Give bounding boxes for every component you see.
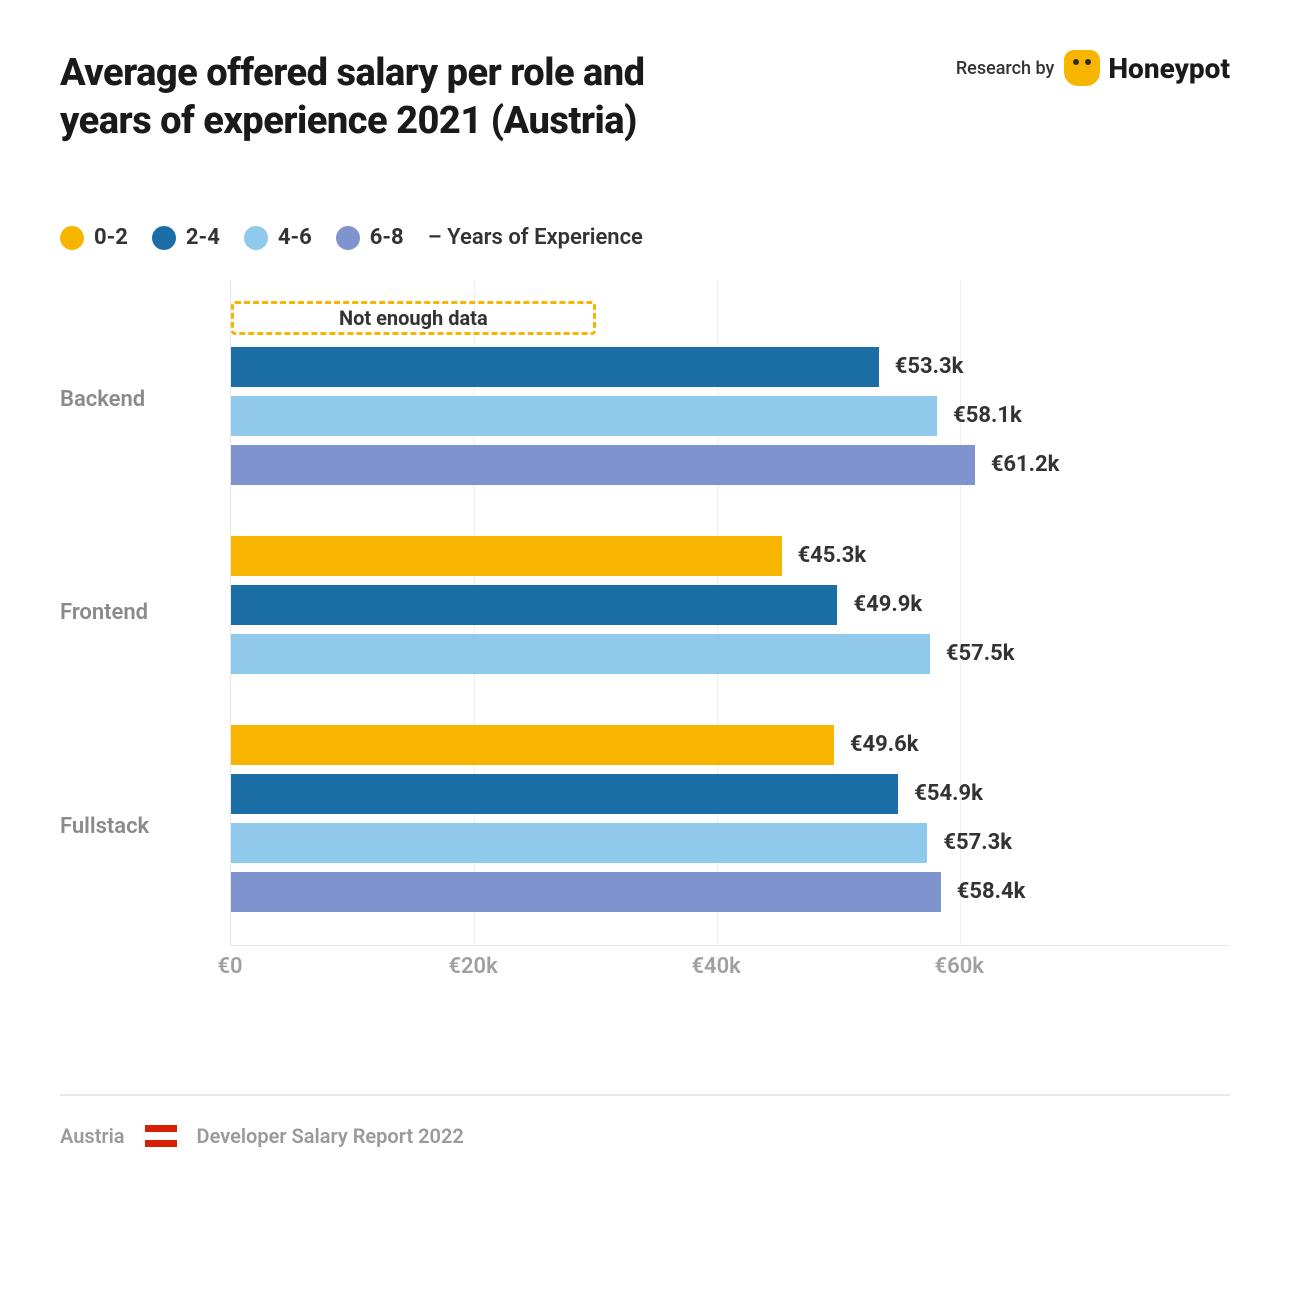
x-tick-label: €20k <box>448 954 497 979</box>
bar-group: €45.3k €49.9k €57.5k <box>231 518 1230 707</box>
bar <box>231 585 837 625</box>
bar-row: €53.3k <box>231 343 1230 390</box>
bar <box>231 872 941 912</box>
attribution: Research by Honeypot <box>956 50 1230 86</box>
legend-swatch <box>152 226 176 250</box>
bar-value-label: €49.9k <box>853 592 922 617</box>
y-axis-labels: BackendFrontendFullstack <box>60 280 230 946</box>
plot-area: Not enough data€53.3k€58.1k€61.2k€45.3k€… <box>230 280 1230 946</box>
brand-name: Honeypot <box>1108 52 1230 85</box>
legend: 0-2 2-4 4-6 6-8 – Years of Experience <box>60 225 1230 250</box>
legend-label: 6-8 <box>370 225 404 250</box>
attribution-prefix: Research by <box>956 58 1054 79</box>
bar-row: €49.6k <box>231 721 1230 768</box>
bar <box>231 396 937 436</box>
honeypot-icon <box>1064 50 1100 86</box>
legend-item: 4-6 <box>244 225 312 250</box>
legend-swatch <box>244 226 268 250</box>
bar <box>231 347 879 387</box>
bar-row: €57.5k <box>231 630 1230 677</box>
legend-label: 4-6 <box>278 225 312 250</box>
bar-row: Not enough data <box>231 294 1230 341</box>
bar-value-label: €58.1k <box>953 403 1022 428</box>
x-tick-label: €0 <box>217 954 242 979</box>
bar-row: €54.9k <box>231 770 1230 817</box>
x-tick-label: €40k <box>691 954 740 979</box>
bar <box>231 445 975 485</box>
chart-title: Average offered salary per role and year… <box>60 50 710 145</box>
bar-value-label: €53.3k <box>895 354 964 379</box>
chart: BackendFrontendFullstack Not enough data… <box>60 280 1230 946</box>
bar-group: €49.6k €54.9k €57.3k €58.4k <box>231 707 1230 945</box>
bar-row: €45.3k <box>231 532 1230 579</box>
bar-row: €58.4k <box>231 868 1230 915</box>
bar <box>231 725 834 765</box>
bar-group: Not enough data €53.3k €58.1k €61.2k <box>231 280 1230 518</box>
legend-item: 0-2 <box>60 225 128 250</box>
legend-item: 2-4 <box>152 225 220 250</box>
legend-label: 2-4 <box>186 225 220 250</box>
footer: Austria Developer Salary Report 2022 <box>60 1124 1230 1148</box>
category-label: Frontend <box>60 518 230 707</box>
bar-row: €49.9k <box>231 581 1230 628</box>
bar <box>231 774 898 814</box>
bar-value-label: €57.5k <box>946 641 1015 666</box>
bar <box>231 536 782 576</box>
no-data-placeholder: Not enough data <box>231 301 596 335</box>
bar-row: €57.3k <box>231 819 1230 866</box>
bar-value-label: €45.3k <box>798 543 867 568</box>
legend-swatch <box>336 226 360 250</box>
legend-swatch <box>60 226 84 250</box>
category-label: Backend <box>60 280 230 518</box>
bar-value-label: €54.9k <box>914 781 983 806</box>
bar-value-label: €61.2k <box>991 452 1060 477</box>
footer-separator <box>60 1094 1230 1096</box>
brand: Honeypot <box>1064 50 1230 86</box>
bar-row: €61.2k <box>231 441 1230 488</box>
austria-flag-icon <box>145 1125 177 1147</box>
legend-suffix: – Years of Experience <box>428 225 643 250</box>
x-tick-label: €60k <box>935 954 984 979</box>
legend-label: 0-2 <box>94 225 128 250</box>
bar-value-label: €57.3k <box>943 830 1012 855</box>
bar <box>231 634 930 674</box>
bar <box>231 823 927 863</box>
header: Average offered salary per role and year… <box>60 50 1230 145</box>
legend-item: 6-8 <box>336 225 404 250</box>
footer-report: Developer Salary Report 2022 <box>197 1124 464 1148</box>
category-label: Fullstack <box>60 707 230 945</box>
bar-value-label: €49.6k <box>850 732 919 757</box>
footer-country: Austria <box>60 1124 125 1148</box>
x-axis: €0€20k€40k€60k <box>230 954 1020 994</box>
bar-value-label: €58.4k <box>957 879 1026 904</box>
bar-row: €58.1k <box>231 392 1230 439</box>
